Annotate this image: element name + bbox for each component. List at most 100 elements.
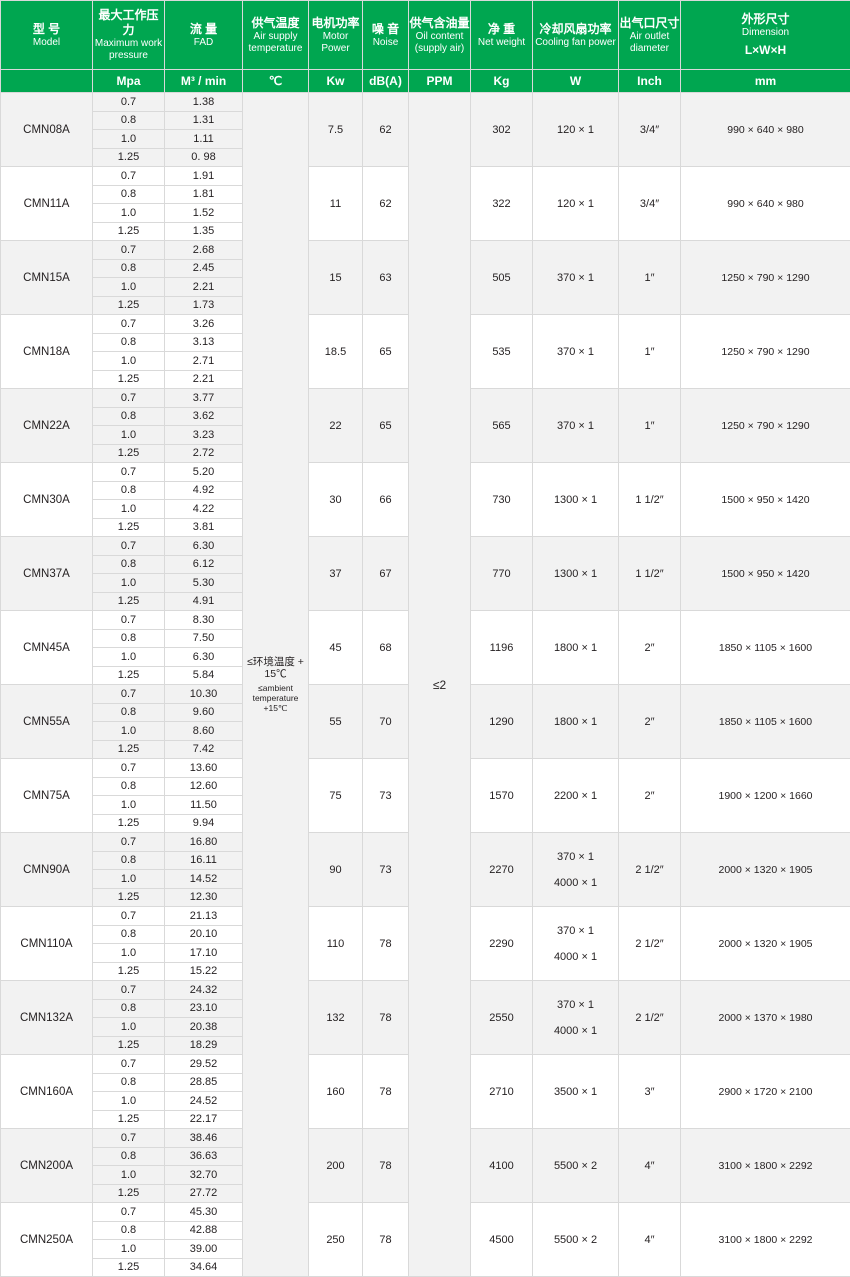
cell-pressure: 1.25 <box>93 222 165 241</box>
cell-fad: 13.60 <box>165 759 243 778</box>
cell-net-weight: 1570 <box>471 759 533 833</box>
fan-power-line: 1800 × 1 <box>533 642 618 654</box>
cell-pressure: 1.0 <box>93 352 165 371</box>
header-row-units: Mpa M³ / min ℃ Kw dB(A) PPM Kg W Inch mm <box>1 70 850 93</box>
cell-fan-power: 370 × 1 <box>533 241 619 315</box>
cell-pressure: 0.8 <box>93 1147 165 1166</box>
cell-fad: 1.35 <box>165 222 243 241</box>
cell-noise: 66 <box>363 463 409 537</box>
cell-noise: 65 <box>363 315 409 389</box>
cell-fad: 4.91 <box>165 592 243 611</box>
unit-cell-air-temp: ℃ <box>243 70 309 93</box>
cell-fad: 1.31 <box>165 111 243 130</box>
cell-fad: 32.70 <box>165 1166 243 1185</box>
fan-power-gap <box>533 1011 618 1025</box>
cell-fad: 7.50 <box>165 629 243 648</box>
cell-fad: 0. 98 <box>165 148 243 167</box>
cell-pressure: 1.25 <box>93 740 165 759</box>
cell-fad: 4.22 <box>165 500 243 519</box>
cell-air-outlet-diameter: 2″ <box>619 611 681 685</box>
cell-pressure: 0.8 <box>93 1073 165 1092</box>
cell-fan-power: 5500 × 2 <box>533 1129 619 1203</box>
cell-fan-power: 1800 × 1 <box>533 685 619 759</box>
cell-model: CMN11A <box>1 167 93 241</box>
unit-cell-fan-power: W <box>533 70 619 93</box>
cell-noise: 65 <box>363 389 409 463</box>
cell-pressure: 1.0 <box>93 1092 165 1111</box>
fan-power-line: 370 × 1 <box>533 999 618 1011</box>
cell-noise: 78 <box>363 1203 409 1277</box>
cell-pressure: 1.25 <box>93 814 165 833</box>
cell-fad: 2.72 <box>165 444 243 463</box>
cell-pressure: 1.0 <box>93 1240 165 1259</box>
cell-pressure: 0.7 <box>93 833 165 852</box>
cell-air-outlet-diameter: 3/4″ <box>619 167 681 241</box>
cell-pressure: 1.25 <box>93 1036 165 1055</box>
cell-fan-power: 120 × 1 <box>533 167 619 241</box>
fan-power-line: 5500 × 2 <box>533 1234 618 1246</box>
cell-motor-power: 45 <box>309 611 363 685</box>
cell-fan-power: 120 × 1 <box>533 93 619 167</box>
cell-net-weight: 565 <box>471 389 533 463</box>
cell-noise: 63 <box>363 241 409 315</box>
cell-noise: 70 <box>363 685 409 759</box>
cell-motor-power: 200 <box>309 1129 363 1203</box>
cell-model: CMN22A <box>1 389 93 463</box>
cell-pressure: 1.0 <box>93 204 165 223</box>
cell-fad: 3.13 <box>165 333 243 352</box>
cell-noise: 78 <box>363 907 409 981</box>
unit-cell-outlet: Inch <box>619 70 681 93</box>
cell-fad: 1.73 <box>165 296 243 315</box>
cell-fad: 38.46 <box>165 1129 243 1148</box>
cell-pressure: 0.7 <box>93 1129 165 1148</box>
fan-power-line: 2200 × 1 <box>533 790 618 802</box>
cell-fad: 29.52 <box>165 1055 243 1074</box>
cell-model: CMN90A <box>1 833 93 907</box>
cell-noise: 78 <box>363 1129 409 1203</box>
fan-power-line: 370 × 1 <box>533 272 618 284</box>
cell-motor-power: 75 <box>309 759 363 833</box>
cell-dimension: 2000 × 1320 × 1905 <box>681 907 850 981</box>
cell-pressure: 1.0 <box>93 574 165 593</box>
cell-model: CMN18A <box>1 315 93 389</box>
cell-motor-power: 110 <box>309 907 363 981</box>
cell-net-weight: 1196 <box>471 611 533 685</box>
cell-air-outlet-diameter: 1 1/2″ <box>619 537 681 611</box>
cell-dimension: 3100 × 1800 × 2292 <box>681 1203 850 1277</box>
cell-net-weight: 322 <box>471 167 533 241</box>
cell-pressure: 1.25 <box>93 666 165 685</box>
cell-fad: 2.68 <box>165 241 243 260</box>
cell-pressure: 0.8 <box>93 999 165 1018</box>
cell-fad: 45.30 <box>165 1203 243 1222</box>
cell-model: CMN250A <box>1 1203 93 1277</box>
header-cell-dimension: 外形尺寸 Dimension L×W×H <box>681 1 850 70</box>
cell-pressure: 0.8 <box>93 111 165 130</box>
cell-pressure: 1.25 <box>93 296 165 315</box>
cell-fad: 1.38 <box>165 93 243 112</box>
cell-fad: 8.30 <box>165 611 243 630</box>
cell-fad: 3.81 <box>165 518 243 537</box>
cell-air-outlet-diameter: 2 1/2″ <box>619 981 681 1055</box>
header-cell-pressure: 最大工作压力 Maximum work pressure <box>93 1 165 70</box>
cell-fad: 3.23 <box>165 426 243 445</box>
cell-air-supply-temperature: ≤环境温度 + 15℃≤ambient temperature +15℃ <box>243 93 309 1277</box>
cell-fad: 18.29 <box>165 1036 243 1055</box>
cell-model: CMN37A <box>1 537 93 611</box>
cell-pressure: 0.7 <box>93 389 165 408</box>
fan-power-line: 3500 × 1 <box>533 1086 618 1098</box>
cell-model: CMN45A <box>1 611 93 685</box>
cell-fad: 16.11 <box>165 851 243 870</box>
header-cell-oil-content: 供气含油量 Oil content (supply air) <box>409 1 471 70</box>
cell-pressure: 1.0 <box>93 648 165 667</box>
cell-fan-power: 3500 × 1 <box>533 1055 619 1129</box>
cell-pressure: 0.8 <box>93 259 165 278</box>
cell-net-weight: 2550 <box>471 981 533 1055</box>
cell-pressure: 0.7 <box>93 1203 165 1222</box>
cell-pressure: 1.25 <box>93 592 165 611</box>
cell-dimension: 2000 × 1320 × 1905 <box>681 833 850 907</box>
cell-fad: 11.50 <box>165 796 243 815</box>
cell-air-outlet-diameter: 3″ <box>619 1055 681 1129</box>
header-cell-air-temp: 供气温度 Air supply temperature <box>243 1 309 70</box>
